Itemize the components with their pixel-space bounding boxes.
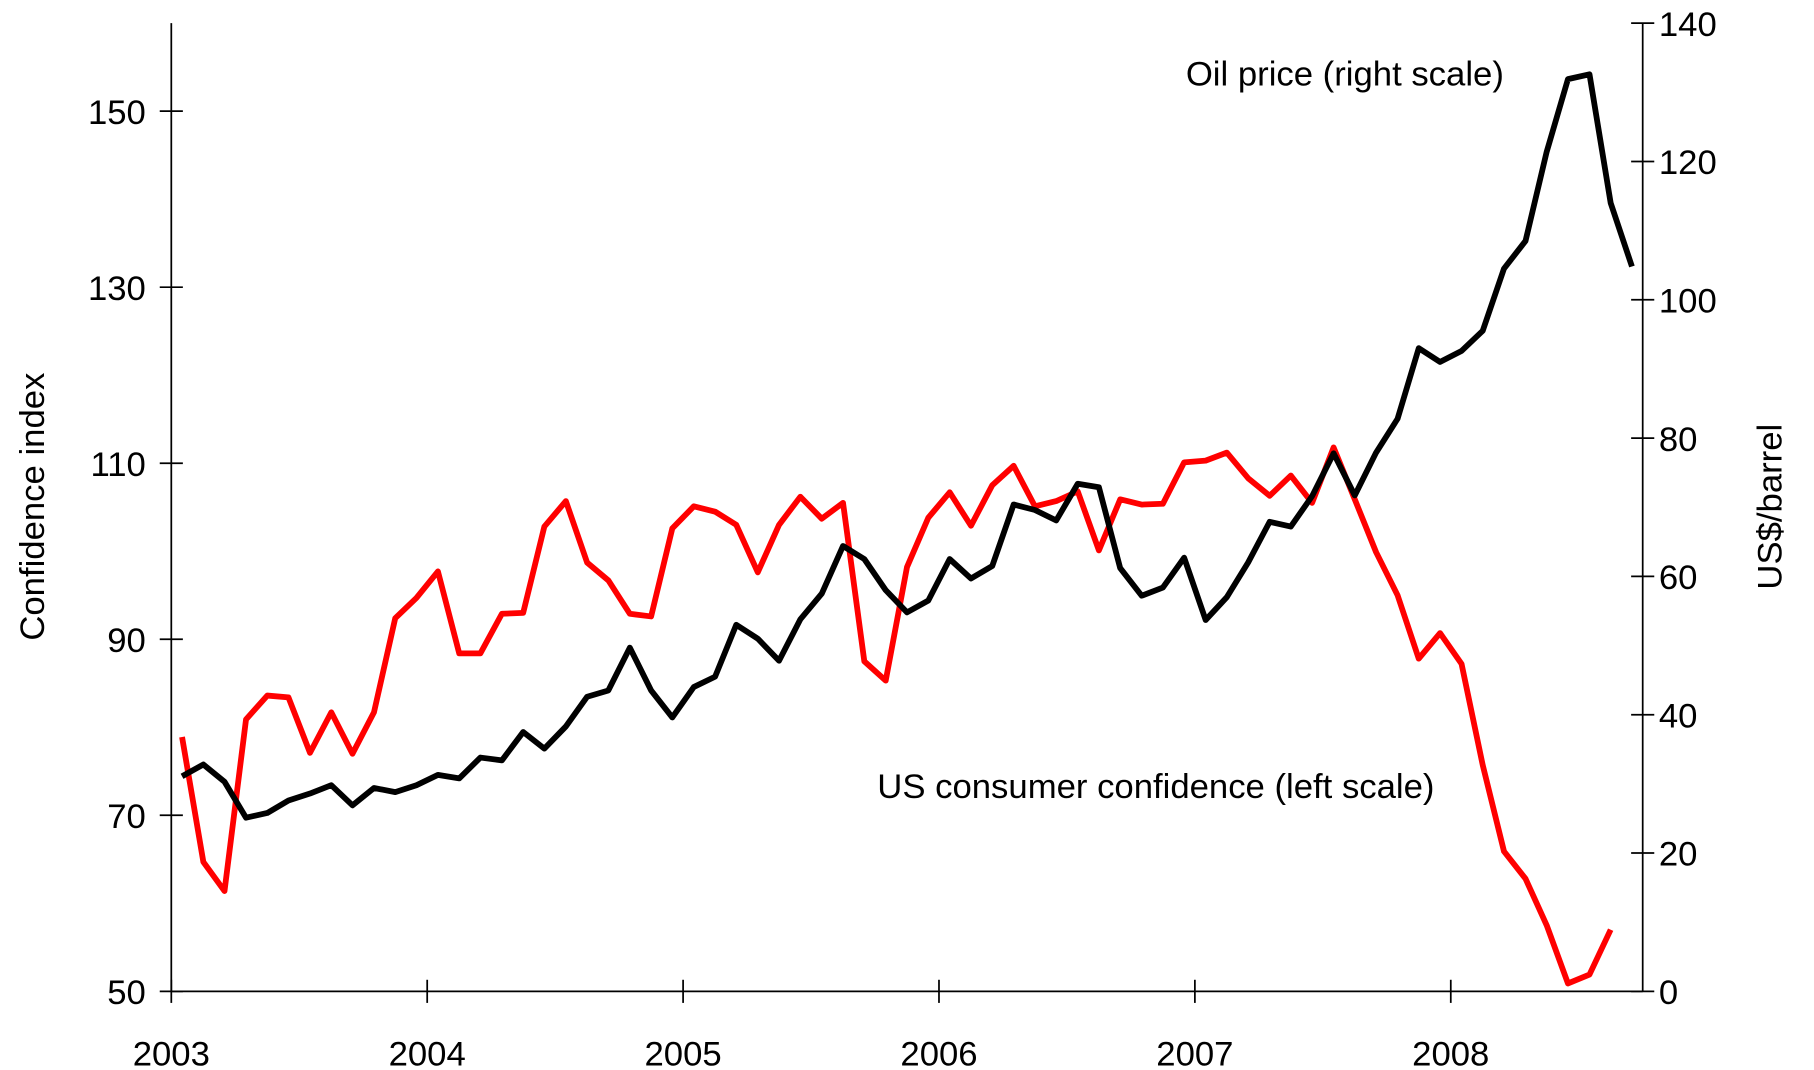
y2-tick-label: 120: [1659, 144, 1717, 182]
y-tick-label: 150: [88, 94, 146, 132]
x-tick-label: 2008: [1412, 1035, 1489, 1070]
series-line: [180, 71, 1635, 821]
y-tick-label: 50: [107, 974, 146, 1012]
x-tick-label: 2007: [1156, 1035, 1233, 1070]
y-tick-label: 70: [107, 798, 146, 836]
series-line: [179, 444, 1614, 987]
y-tick-label: 130: [88, 270, 146, 308]
y2-tick-label: 20: [1659, 836, 1698, 874]
y-tick-label: 90: [107, 622, 146, 660]
y2-tick-label: 40: [1659, 697, 1698, 735]
series-label: Oil price (right scale): [1186, 56, 1504, 94]
x-tick-label: 2005: [645, 1035, 722, 1070]
y2-tick-label: 0: [1659, 974, 1678, 1012]
y-axis-title: Confidence index: [14, 373, 52, 641]
y-tick-label: 110: [91, 446, 146, 484]
y2-tick-label: 80: [1659, 421, 1698, 459]
y2-axis-title: US$/barrel: [1752, 424, 1790, 590]
series-label: US consumer confidence (left scale): [877, 768, 1434, 806]
y2-tick-label: 140: [1659, 6, 1717, 44]
x-tick-label: 2006: [900, 1035, 977, 1070]
y2-tick-label: 100: [1659, 282, 1717, 320]
x-tick-label: 2004: [389, 1035, 466, 1070]
y2-tick-label: 60: [1659, 559, 1698, 597]
x-tick-label: 2003: [133, 1035, 210, 1070]
